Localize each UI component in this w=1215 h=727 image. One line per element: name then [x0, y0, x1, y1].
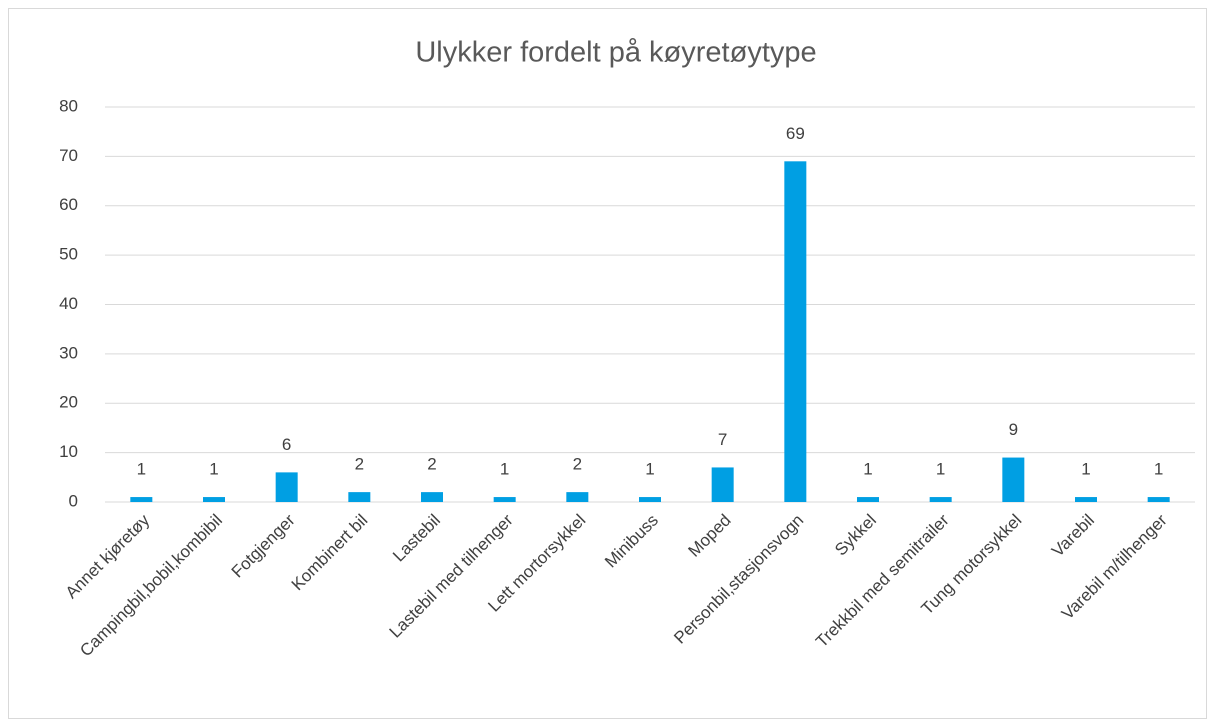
- bar: [929, 497, 952, 502]
- data-label: 2: [573, 455, 582, 474]
- bar: [1002, 457, 1025, 502]
- y-tick-label: 60: [59, 195, 78, 214]
- chart-border: [8, 8, 1207, 719]
- bar: [493, 497, 516, 502]
- bar: [857, 497, 879, 502]
- y-tick-label: 20: [59, 393, 78, 412]
- bar: [711, 467, 734, 502]
- data-label: 1: [936, 460, 945, 479]
- y-tick-label: 30: [59, 343, 78, 362]
- data-label: 1: [1081, 460, 1090, 479]
- bar: [1075, 497, 1097, 502]
- chart-title: Ulykker fordelt på køyretøytype: [415, 37, 816, 69]
- data-label: 1: [137, 460, 146, 479]
- bar: [566, 492, 589, 502]
- bar: [275, 472, 298, 502]
- data-label: 2: [427, 455, 436, 474]
- data-label: 1: [209, 460, 218, 479]
- bar: [130, 497, 153, 502]
- data-label: 7: [718, 430, 727, 449]
- data-label: 69: [786, 124, 805, 143]
- y-tick-label: 40: [59, 294, 78, 313]
- bar: [639, 497, 661, 502]
- y-tick-label: 80: [59, 96, 78, 115]
- data-label: 9: [1009, 420, 1018, 439]
- data-label: 2: [355, 455, 364, 474]
- y-tick-label: 10: [59, 442, 78, 461]
- bar: [1147, 497, 1170, 502]
- data-label: 1: [1154, 460, 1163, 479]
- data-label: 1: [500, 460, 509, 479]
- bar: [348, 492, 371, 502]
- y-tick-label: 50: [59, 245, 78, 264]
- data-label: 1: [863, 460, 872, 479]
- y-tick-label: 70: [59, 146, 78, 165]
- data-label: 6: [282, 435, 291, 454]
- bar: [784, 161, 807, 502]
- bar: [421, 492, 443, 502]
- bar: [203, 497, 225, 502]
- y-tick-label: 0: [69, 491, 78, 510]
- data-label: 1: [645, 460, 654, 479]
